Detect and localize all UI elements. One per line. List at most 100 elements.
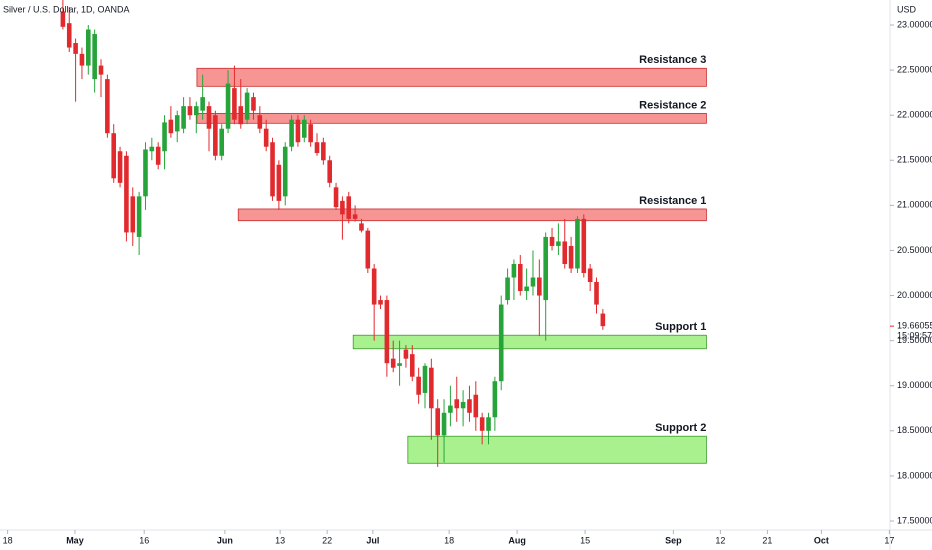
zone (196, 112, 707, 124)
x-tick-label: 18 (3, 535, 13, 545)
candle-body (473, 394, 479, 418)
candle-body (219, 128, 225, 156)
candle-body (162, 122, 167, 152)
candle-body (193, 106, 199, 116)
zone-label: Support 2 (655, 422, 706, 434)
candle-body (232, 88, 237, 120)
candle-body (174, 115, 180, 132)
candle-body (378, 300, 383, 305)
x-tick-label: 15 (580, 535, 590, 545)
candle-body (397, 363, 402, 366)
candle-body (530, 277, 536, 287)
candle-body (92, 34, 97, 80)
last-price-label: 19.66055 (897, 321, 932, 331)
candle-body (251, 97, 256, 111)
candle-body (543, 236, 548, 301)
candle-body (333, 187, 339, 208)
x-tick-label: 16 (139, 535, 149, 545)
y-tick-label: 21.00000 (897, 200, 932, 210)
zone-label: Resistance 3 (639, 54, 706, 66)
candle-body (511, 263, 517, 278)
y-tick-label: 19.00000 (897, 380, 932, 390)
candle-body (86, 29, 91, 66)
y-tick-label: 23.00000 (897, 19, 932, 29)
candle-body (498, 304, 504, 382)
candle-body (454, 399, 460, 409)
candle-body (568, 245, 574, 269)
zone-label: Support 1 (655, 321, 706, 333)
candle-body (492, 381, 498, 418)
candle-body (213, 115, 218, 156)
candle-body (403, 349, 409, 359)
x-tick-label: Aug (508, 535, 526, 545)
candle-body (149, 146, 155, 152)
y-tick-label: 19.50000 (897, 335, 932, 345)
candle-body (429, 367, 434, 409)
candle-body (435, 408, 440, 436)
candle-body (73, 43, 78, 54)
candle-body (257, 115, 263, 129)
candle-body (390, 358, 396, 368)
candle-body (346, 196, 352, 219)
candle-body (384, 300, 390, 364)
currency: USD (897, 4, 917, 14)
y-tick-label: 18.50000 (897, 425, 932, 435)
candle-body (416, 376, 421, 395)
candle-body (549, 236, 555, 246)
candle-body (359, 223, 364, 231)
candle-body (537, 277, 542, 296)
candle-body (238, 106, 244, 125)
candle-body (60, 11, 66, 27)
candle-body (111, 133, 117, 179)
candle-body (124, 155, 129, 233)
candle-body (467, 399, 472, 413)
chart-title: Silver / U.S. Dollar, 1D, OANDA (3, 4, 130, 14)
candle-body (314, 142, 320, 154)
candle-body (168, 119, 174, 134)
x-tick-label: Sep (665, 535, 682, 545)
zone (407, 435, 707, 464)
zone-label: Resistance 1 (639, 195, 706, 207)
y-tick-label: 22.00000 (897, 110, 932, 120)
candle-body (244, 92, 250, 120)
x-tick-label: 21 (762, 535, 772, 545)
candle-body (486, 417, 491, 431)
y-tick-label: 18.00000 (897, 470, 932, 480)
candle-body (556, 241, 561, 246)
candle-body (321, 142, 326, 161)
candle-body (371, 268, 377, 305)
x-tick-label: Oct (814, 535, 829, 545)
candle-body (105, 79, 110, 134)
y-tick-label: 20.50000 (897, 245, 932, 255)
candle-body (448, 405, 453, 413)
candle-body (225, 83, 231, 129)
candle-body (517, 263, 523, 292)
candle-body (206, 106, 212, 129)
candle-body (352, 214, 358, 219)
x-tick-label: Jun (217, 535, 233, 545)
candle-body (308, 124, 313, 143)
x-tick-label: 18 (444, 535, 454, 545)
candle-body (340, 200, 345, 215)
candle-body (295, 119, 301, 143)
candle-body (365, 230, 371, 269)
x-tick-label: May (66, 535, 84, 545)
candle-body (181, 106, 186, 129)
candle-body (301, 119, 307, 138)
zone (352, 334, 707, 350)
x-tick-label: 13 (275, 535, 285, 545)
candle-body (98, 65, 104, 75)
y-tick-label: 17.50000 (897, 515, 932, 525)
candle-body (575, 218, 580, 269)
candle-body (409, 354, 415, 377)
candle-body (155, 146, 161, 165)
candle-body (270, 142, 275, 197)
plot-area (60, 0, 707, 467)
x-tick-label: 17 (884, 535, 894, 545)
candle-body (276, 164, 282, 201)
zone (196, 67, 707, 87)
candle-body (200, 97, 205, 111)
candle-body (587, 268, 593, 283)
x-tick-label: 22 (322, 535, 332, 545)
